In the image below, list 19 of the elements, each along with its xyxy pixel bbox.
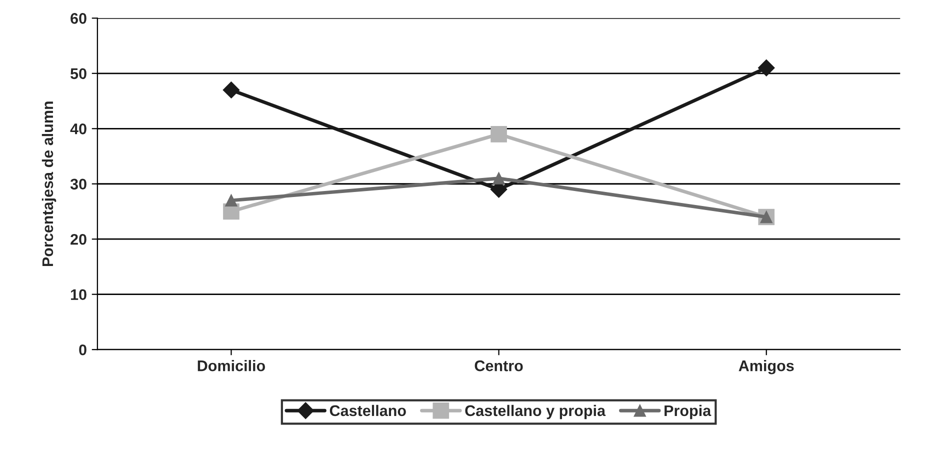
y-tick-label: 10 [70,289,86,300]
legend-label: Propia [664,404,712,420]
point [222,82,240,98]
y-tick-label: 20 [70,234,86,245]
point [492,172,505,184]
x-tick-label: Domicilio [198,360,266,372]
y-tick-label: 40 [70,124,86,134]
y-tick-label: 0 [79,344,86,356]
legend-label: Castellano y propia [465,404,606,420]
x-tick-label: Amigos [738,360,794,374]
legend-label: Castellano [330,404,406,416]
y-axis-title: Porcentajesa de alumn [42,102,56,266]
y-tick-label: 50 [70,68,86,80]
point [490,126,507,142]
y-tick-label: 60 [70,13,86,24]
x-tick-label: Centro [474,360,523,372]
point [225,194,238,207]
point [758,59,775,76]
y-tick-label: 30 [70,178,86,190]
